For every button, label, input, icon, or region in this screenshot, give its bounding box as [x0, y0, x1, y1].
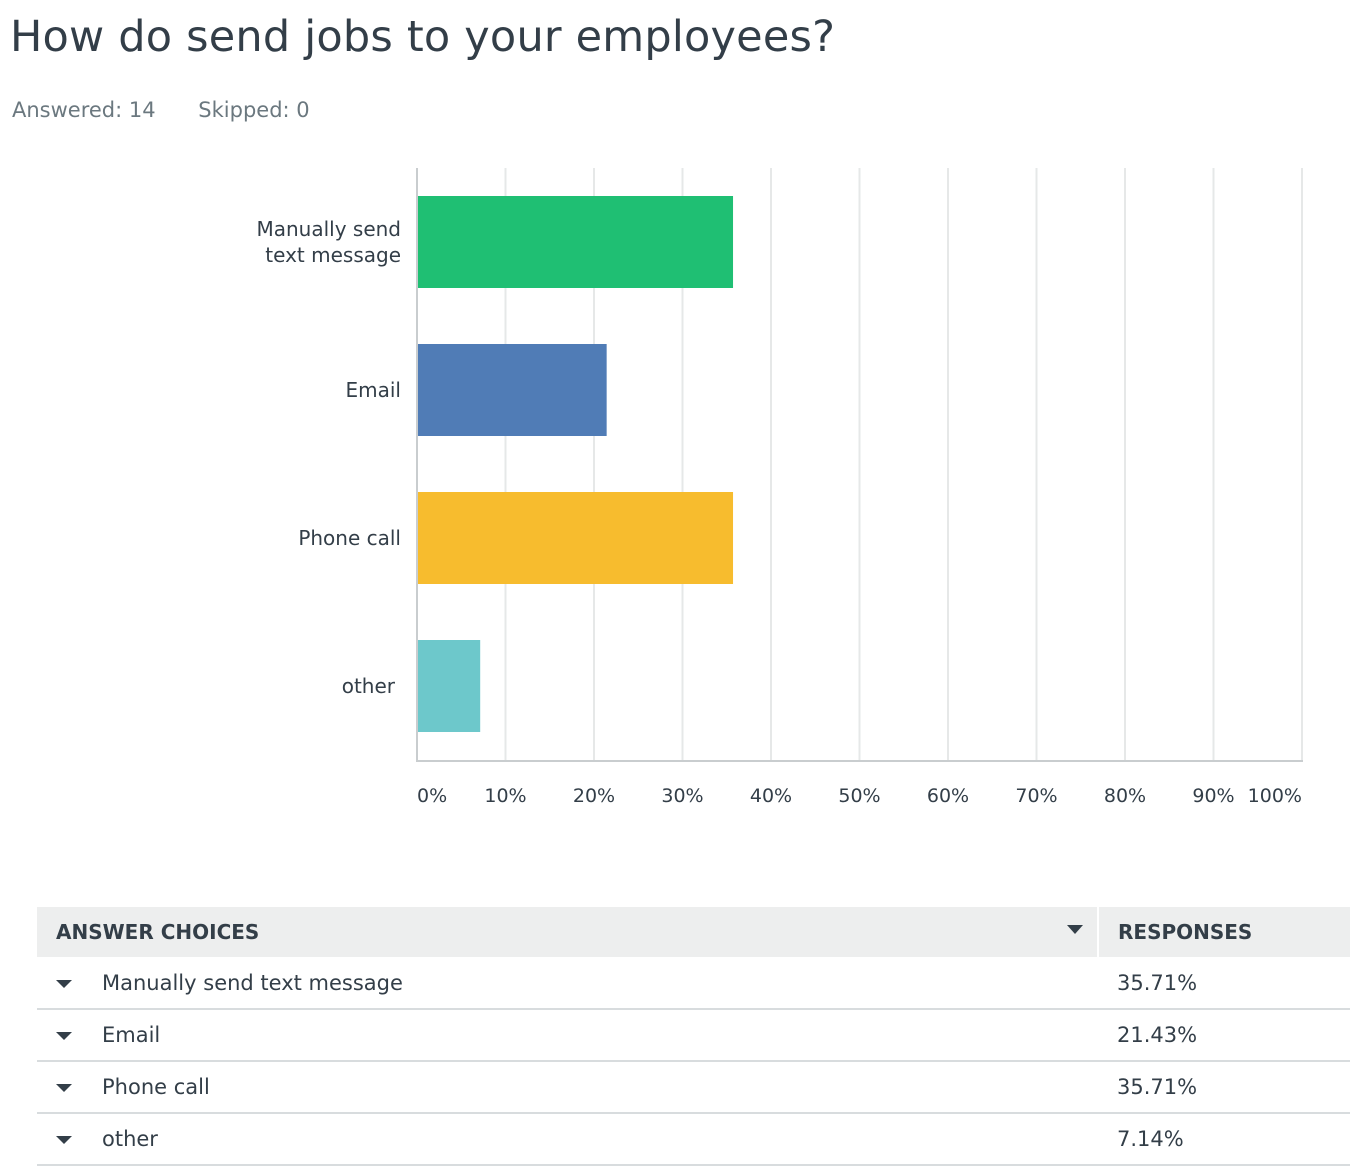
- bar: [417, 492, 734, 584]
- choice-cell: Manually send text message: [37, 957, 1098, 1010]
- x-tick-label: 30%: [661, 785, 703, 807]
- answer-choices-table: ANSWER CHOICES RESPONSES Manually send t…: [37, 907, 1350, 1166]
- choice-cell: other: [37, 1113, 1098, 1166]
- choice-label: other: [102, 1127, 158, 1151]
- chart-axes: [416, 168, 1303, 762]
- bar: [417, 640, 481, 732]
- expand-caret-icon[interactable]: [56, 1136, 72, 1144]
- chart-category-labels: Manually send text message Email Phone call…: [256, 217, 401, 698]
- x-tick-label: 40%: [750, 785, 792, 807]
- answer-choices-header[interactable]: ANSWER CHOICES: [37, 907, 1099, 957]
- skipped-count: Skipped: 0: [198, 98, 310, 122]
- category-label: Phone call: [298, 526, 401, 550]
- response-stats: Answered: 14 Skipped: 0: [12, 98, 310, 122]
- table-row: other 7.14%: [37, 1113, 1350, 1166]
- response-percent: 35.71%: [1098, 1061, 1350, 1114]
- x-tick-label: 20%: [573, 785, 615, 807]
- category-label-line: Phone call: [298, 526, 401, 550]
- expand-caret-icon[interactable]: [56, 979, 72, 988]
- choice-label: Manually send text message: [102, 970, 403, 995]
- response-percent: 21.43%: [1098, 1009, 1350, 1062]
- choice-label: Email: [102, 1023, 161, 1047]
- category-label: Email: [346, 378, 402, 402]
- category-label-line: Manually send: [256, 217, 401, 241]
- expand-caret-icon[interactable]: [56, 1032, 72, 1040]
- bar-chart: Manually send text message Email Phone call…: [256, 168, 1303, 807]
- category-label-line: other: [342, 674, 396, 698]
- x-tick-label: 70%: [1015, 785, 1057, 807]
- x-tick-label: 50%: [838, 785, 880, 807]
- response-percent: 35.71%: [1098, 957, 1350, 1010]
- table-row: Manually send text message 35.71%: [37, 957, 1350, 1010]
- answered-count: Answered: 14: [12, 98, 156, 122]
- table-header-row: ANSWER CHOICES RESPONSES: [37, 907, 1350, 957]
- choice-label: Phone call: [102, 1075, 210, 1099]
- x-tick-label: 60%: [927, 785, 969, 807]
- question-title: How do send jobs to your employees?: [10, 12, 836, 62]
- chart-bars: [417, 196, 734, 732]
- x-tick-label: 0%: [417, 785, 447, 807]
- chart-tick-labels: 0% 10% 20% 30% 40% 50% 60% 70% 80% 90% 100%: [417, 785, 1302, 807]
- x-tick-label: 80%: [1104, 785, 1146, 807]
- x-tick-label: 90%: [1192, 785, 1234, 807]
- table-row: Phone call 35.71%: [37, 1061, 1350, 1114]
- bar: [417, 344, 607, 436]
- x-tick-label: 10%: [484, 785, 526, 807]
- category-label: other: [342, 674, 396, 698]
- category-label: Manually send text message: [256, 217, 401, 267]
- choice-cell: Phone call: [37, 1061, 1098, 1114]
- category-label-line: Email: [346, 378, 402, 402]
- bar: [417, 196, 734, 288]
- caret-down-icon[interactable]: [1067, 925, 1083, 934]
- table-row: Email 21.43%: [37, 1009, 1350, 1062]
- category-label-line: text message: [265, 243, 401, 267]
- responses-header: RESPONSES: [1098, 907, 1350, 957]
- answer-choices-header-label: ANSWER CHOICES: [56, 920, 260, 944]
- expand-caret-icon[interactable]: [56, 1084, 72, 1092]
- response-percent: 7.14%: [1098, 1113, 1350, 1166]
- choice-cell: Email: [37, 1009, 1098, 1062]
- x-tick-label: 100%: [1248, 785, 1302, 807]
- responses-header-label: RESPONSES: [1118, 920, 1253, 944]
